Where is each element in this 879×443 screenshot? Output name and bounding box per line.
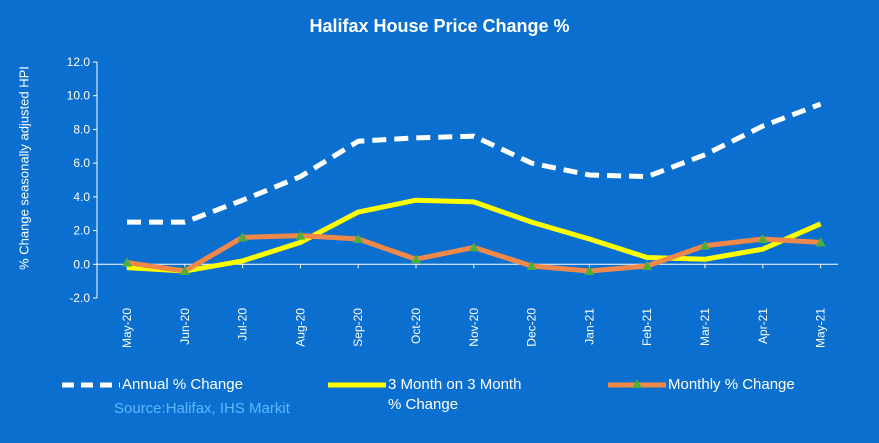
x-tick-label: Apr-21 <box>756 308 770 344</box>
series-3-marker <box>815 237 826 247</box>
series-3-marker <box>237 232 248 242</box>
series-3-marker <box>122 257 132 267</box>
legend-annual-label: Annual % Change <box>122 376 243 393</box>
legend-annual-swatch <box>62 382 120 388</box>
x-tick-label: May-21 <box>814 308 828 348</box>
legend-3month-label-line2: % Change <box>388 396 459 413</box>
legend-monthly-swatch <box>608 379 666 388</box>
x-tick-label: Jun-20 <box>178 308 192 345</box>
series-3-marker <box>757 234 768 243</box>
legend-monthly: Monthly % Change <box>606 374 866 424</box>
x-tick-label: Dec-20 <box>525 308 539 347</box>
x-tick-label: Nov-20 <box>467 308 481 347</box>
series-3-marker <box>353 234 364 243</box>
source-text: Source:Halifax, IHS Markit <box>114 400 290 417</box>
series-line-2 <box>126 197 822 274</box>
series-3-marker <box>642 260 653 270</box>
legend-annual: Annual % Change <box>60 374 310 424</box>
series-3-marker <box>584 266 595 276</box>
chart-title: Halifax House Price Change % <box>309 16 570 36</box>
x-tick-label: Jul-20 <box>236 308 250 341</box>
series-3-marker <box>411 254 421 264</box>
x-tick-label: Sep-20 <box>351 308 365 347</box>
x-tick-label: Jan-21 <box>582 308 596 345</box>
legend-3month: 3 Month on 3 Month % Change <box>326 374 586 424</box>
series-3-marker <box>179 266 190 276</box>
series-line-1 <box>127 101 822 225</box>
y-tick-label: 12.0 <box>67 55 91 69</box>
x-tick-label: May-20 <box>120 308 134 348</box>
x-tick-label: Mar-21 <box>698 308 712 346</box>
y-tick-label: 0.0 <box>73 257 90 271</box>
y-tick-label: 2.0 <box>73 224 90 238</box>
series-3-marker <box>468 242 479 252</box>
series-3-marker <box>526 260 537 270</box>
x-tick-label: Aug-20 <box>293 308 307 347</box>
x-tick-label: Feb-21 <box>640 308 654 346</box>
series-3-marker <box>700 240 710 250</box>
legend-3month-label-line1: 3 Month on 3 Month <box>388 376 522 393</box>
y-tick-label: 8.0 <box>73 122 90 136</box>
y-tick-label: -2.0 <box>69 291 90 305</box>
y-tick-label: 4.0 <box>73 190 90 204</box>
series-3-marker <box>295 230 306 240</box>
legend-monthly-label: Monthly % Change <box>668 376 795 393</box>
y-tick-label: 10.0 <box>67 89 91 103</box>
legend-3month-swatch <box>328 382 386 388</box>
y-tick-label: 6.0 <box>73 156 90 170</box>
x-tick-label: Oct-20 <box>409 308 423 344</box>
